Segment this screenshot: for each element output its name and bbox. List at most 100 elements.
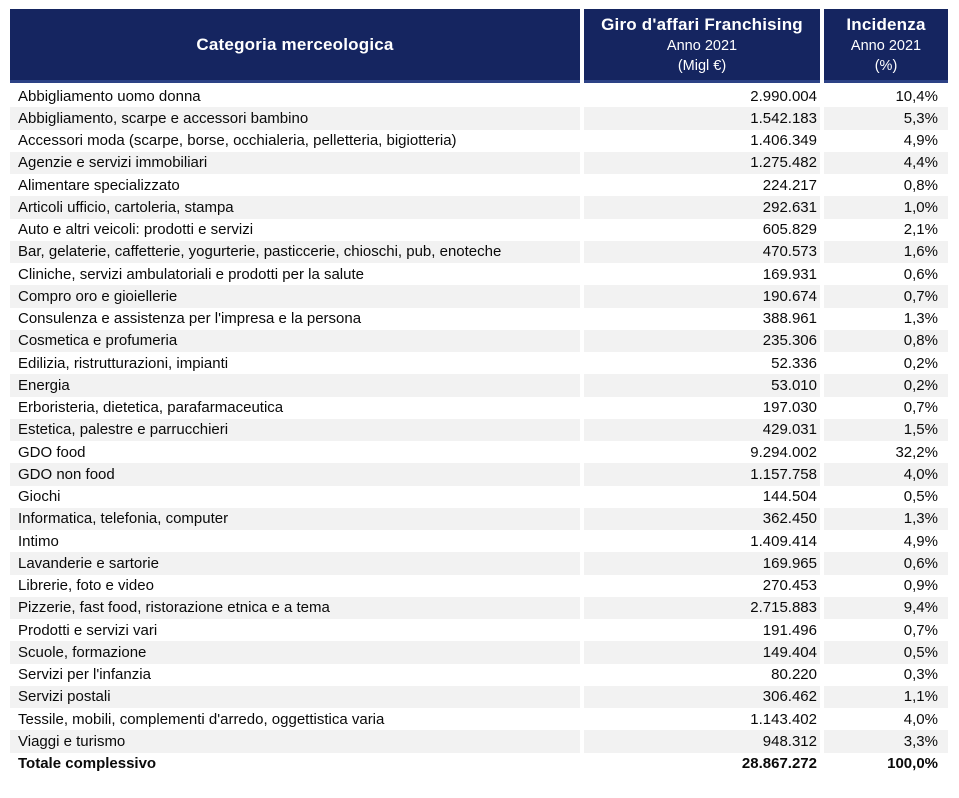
share-cell: 4,9% — [824, 129, 948, 152]
value-cell: 948.312 — [584, 730, 820, 753]
category-cell: Auto e altri veicoli: prodotti e servizi — [10, 218, 580, 241]
share-cell: 4,0% — [824, 463, 948, 486]
share-cell: 4,0% — [824, 708, 948, 731]
category-cell: Abbigliamento, scarpe e accessori bambin… — [10, 107, 580, 130]
header-incidenza-unit: (%) — [874, 57, 898, 74]
share-cell: 5,3% — [824, 107, 948, 130]
table-row: Agenzie e servizi immobiliari 1.275.482 … — [10, 151, 948, 174]
category-cell: Viaggi e turismo — [10, 730, 580, 753]
table-row: Alimentare specializzato 224.217 0,8% — [10, 174, 948, 197]
share-cell: 1,3% — [824, 307, 948, 330]
value-cell: 9.294.002 — [584, 441, 820, 464]
table-row: Prodotti e servizi vari 191.496 0,7% — [10, 619, 948, 642]
share-cell: 1,6% — [824, 240, 948, 263]
table-row: Abbigliamento, scarpe e accessori bambin… — [10, 107, 948, 130]
category-cell: Articoli ufficio, cartoleria, stampa — [10, 196, 580, 219]
table-row: Intimo 1.409.414 4,9% — [10, 530, 948, 553]
value-cell: 80.220 — [584, 663, 820, 686]
value-cell: 470.573 — [584, 240, 820, 263]
table-row: Viaggi e turismo 948.312 3,3% — [10, 730, 948, 753]
value-cell: 149.404 — [584, 641, 820, 664]
share-cell: 0,7% — [824, 285, 948, 308]
value-cell: 1.157.758 — [584, 463, 820, 486]
value-cell: 1.275.482 — [584, 151, 820, 174]
value-cell: 224.217 — [584, 174, 820, 197]
table-row: Consulenza e assistenza per l'impresa e … — [10, 307, 948, 330]
share-cell: 9,4% — [824, 596, 948, 619]
table-row: Cliniche, servizi ambulatoriali e prodot… — [10, 263, 948, 286]
category-cell: Cliniche, servizi ambulatoriali e prodot… — [10, 263, 580, 286]
value-cell: 605.829 — [584, 218, 820, 241]
table-row: Pizzerie, fast food, ristorazione etnica… — [10, 596, 948, 619]
table-row: Compro oro e gioiellerie 190.674 0,7% — [10, 285, 948, 308]
table-header: Categoria merceologica Giro d'affari Fra… — [10, 9, 948, 83]
share-cell: 0,5% — [824, 485, 948, 508]
category-cell: Intimo — [10, 530, 580, 553]
value-cell: 53.010 — [584, 374, 820, 397]
category-cell: Giochi — [10, 485, 580, 508]
share-cell: 4,9% — [824, 530, 948, 553]
table-row: Tessile, mobili, complementi d'arredo, o… — [10, 708, 948, 731]
category-cell: GDO non food — [10, 463, 580, 486]
category-cell: Tessile, mobili, complementi d'arredo, o… — [10, 708, 580, 731]
table-row: GDO non food 1.157.758 4,0% — [10, 463, 948, 486]
table-row: Lavanderie e sartorie 169.965 0,6% — [10, 552, 948, 575]
category-cell: Energia — [10, 374, 580, 397]
value-cell: 235.306 — [584, 329, 820, 352]
table-row: Informatica, telefonia, computer 362.450… — [10, 507, 948, 530]
table-row: Energia 53.010 0,2% — [10, 374, 948, 397]
value-cell: 52.336 — [584, 352, 820, 375]
table-row: GDO food 9.294.002 32,2% — [10, 441, 948, 464]
table-row: Cosmetica e profumeria 235.306 0,8% — [10, 329, 948, 352]
table-row: Servizi postali 306.462 1,1% — [10, 685, 948, 708]
header-cell-categoria: Categoria merceologica — [10, 9, 580, 83]
value-cell: 1.143.402 — [584, 708, 820, 731]
value-cell: 429.031 — [584, 418, 820, 441]
category-cell: Servizi postali — [10, 685, 580, 708]
franchising-category-table: Categoria merceologica Giro d'affari Fra… — [10, 9, 948, 775]
category-cell: Servizi per l'infanzia — [10, 663, 580, 686]
header-incidenza-year: Anno 2021 — [850, 37, 922, 54]
category-cell: Bar, gelaterie, caffetterie, yogurterie,… — [10, 240, 580, 263]
header-cell-giro-affari: Giro d'affari Franchising Anno 2021 (Mig… — [584, 9, 820, 83]
table-row: Accessori moda (scarpe, borse, occhialer… — [10, 129, 948, 152]
share-cell: 0,3% — [824, 663, 948, 686]
value-cell: 169.931 — [584, 263, 820, 286]
share-cell: 0,9% — [824, 574, 948, 597]
value-cell: 190.674 — [584, 285, 820, 308]
category-cell: Pizzerie, fast food, ristorazione etnica… — [10, 596, 580, 619]
share-cell: 0,7% — [824, 619, 948, 642]
share-cell: 1,1% — [824, 685, 948, 708]
table-row: Auto e altri veicoli: prodotti e servizi… — [10, 218, 948, 241]
category-cell: Agenzie e servizi immobiliari — [10, 151, 580, 174]
value-cell: 2.715.883 — [584, 596, 820, 619]
table-row: Edilizia, ristrutturazioni, impianti 52.… — [10, 352, 948, 375]
category-cell: GDO food — [10, 441, 580, 464]
share-cell: 0,6% — [824, 552, 948, 575]
category-cell: Abbigliamento uomo donna — [10, 85, 580, 108]
share-cell: 100,0% — [824, 752, 948, 775]
table-row: Abbigliamento uomo donna 2.990.004 10,4% — [10, 85, 948, 108]
category-cell: Librerie, foto e video — [10, 574, 580, 597]
category-cell: Accessori moda (scarpe, borse, occhialer… — [10, 129, 580, 152]
category-cell: Informatica, telefonia, computer — [10, 507, 580, 530]
table-total-row: Totale complessivo 28.867.272 100,0% — [10, 752, 948, 775]
category-cell: Scuole, formazione — [10, 641, 580, 664]
category-cell: Consulenza e assistenza per l'impresa e … — [10, 307, 580, 330]
header-categoria-title: Categoria merceologica — [196, 34, 394, 54]
table-row: Bar, gelaterie, caffetterie, yogurterie,… — [10, 240, 948, 263]
table-body: Abbigliamento uomo donna 2.990.004 10,4%… — [10, 85, 948, 775]
value-cell: 388.961 — [584, 307, 820, 330]
category-cell: Edilizia, ristrutturazioni, impianti — [10, 352, 580, 375]
value-cell: 1.542.183 — [584, 107, 820, 130]
table-row: Erboristeria, dietetica, parafarmaceutic… — [10, 396, 948, 419]
share-cell: 1,5% — [824, 418, 948, 441]
value-cell: 197.030 — [584, 396, 820, 419]
category-cell: Alimentare specializzato — [10, 174, 580, 197]
header-giro-unit: (Migl €) — [677, 57, 727, 74]
table-row: Estetica, palestre e parrucchieri 429.03… — [10, 418, 948, 441]
value-cell: 1.409.414 — [584, 530, 820, 553]
share-cell: 2,1% — [824, 218, 948, 241]
header-giro-title: Giro d'affari Franchising — [601, 14, 803, 34]
value-cell: 28.867.272 — [584, 752, 820, 775]
